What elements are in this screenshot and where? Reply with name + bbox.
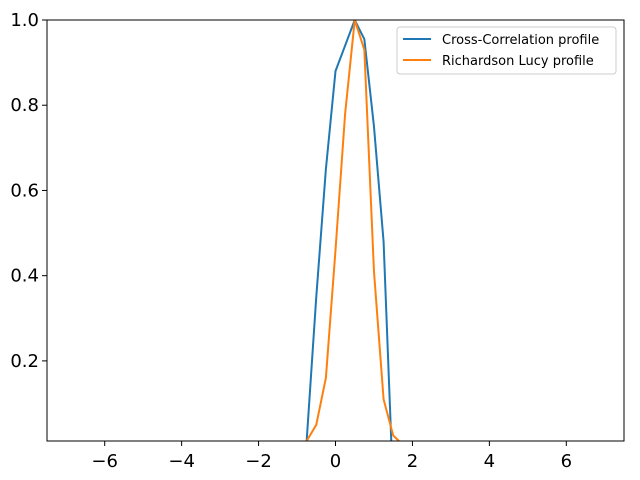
y-tick-label: 0.6 (10, 180, 39, 201)
series-line-1 (305, 20, 393, 441)
x-axis: −6 −4 −2 0 2 4 6 (91, 441, 572, 472)
x-tick-label: −2 (245, 451, 272, 472)
x-tick-label: 6 (561, 451, 572, 472)
legend-label: Richardson Lucy profile (442, 54, 594, 69)
plot-lines (305, 20, 400, 441)
x-tick-label: −4 (168, 451, 195, 472)
x-tick-label: 2 (407, 451, 418, 472)
y-tick-label: 1.0 (10, 10, 39, 31)
series-line-2 (305, 20, 400, 441)
legend-label: Cross-Correlation profile (442, 33, 599, 48)
x-tick-label: −6 (91, 451, 118, 472)
y-tick-label: 0.8 (10, 95, 39, 116)
plot-frame (46, 19, 625, 442)
x-tick-label: 4 (484, 451, 495, 472)
y-axis: 0.2 0.4 0.6 0.8 1.0 (10, 10, 47, 372)
legend-box (396, 26, 617, 75)
y-tick-label: 0.2 (10, 351, 39, 372)
x-tick-label: 0 (330, 451, 341, 472)
y-tick-label: 0.4 (10, 266, 39, 287)
legend: Cross-Correlation profile Richardson Lucy… (396, 26, 617, 75)
